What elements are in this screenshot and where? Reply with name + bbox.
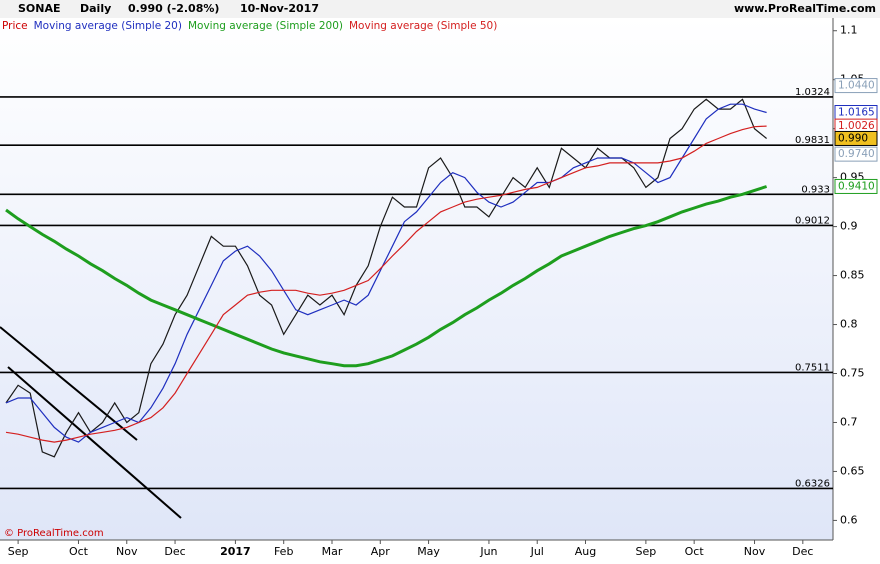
y-tick-label: 0.6	[840, 513, 858, 526]
level-label: 0.933	[801, 184, 830, 195]
level-label: 0.7511	[795, 362, 830, 373]
legend-entry: Moving average (Simple 200)	[188, 20, 343, 32]
legend-entry: Moving average (Simple 50)	[349, 20, 497, 32]
price-tag	[834, 130, 878, 146]
legend-entry: Moving average (Simple 20)	[34, 20, 182, 32]
source: www.ProRealTime.com	[734, 2, 876, 15]
price-tag-label: 1.0165	[838, 107, 875, 119]
legend-entry: Price	[2, 20, 28, 32]
x-tick-label: Oct	[69, 545, 89, 558]
x-tick-label: May	[417, 545, 440, 558]
price-tag	[834, 78, 878, 94]
plot-area	[0, 18, 833, 540]
level-label: 1.0324	[795, 87, 830, 98]
level-label: 0.9831	[795, 135, 830, 146]
x-tick-label: Jul	[530, 545, 544, 558]
level-label: 0.9012	[795, 215, 830, 226]
x-tick-label: Mar	[322, 545, 343, 558]
period: Daily	[80, 2, 111, 15]
x-tick-label: Dec	[792, 545, 813, 558]
price-tag-label: 0.990	[838, 132, 868, 144]
price-tag-label: 0.9740	[838, 148, 875, 160]
x-tick-label: Oct	[685, 545, 705, 558]
x-tick-label: Feb	[274, 545, 293, 558]
x-tick-label: Jun	[479, 545, 497, 558]
price-tag-label: 1.0026	[838, 120, 875, 132]
y-tick-label: 0.75	[840, 367, 865, 380]
footer: © ProRealTime.com	[4, 528, 104, 539]
series-line	[5, 125, 767, 443]
header-bar	[0, 0, 880, 18]
series-line	[5, 103, 767, 443]
y-tick-label: 1.1	[840, 24, 858, 37]
last-price: 0.990 (-2.08%)	[128, 2, 219, 15]
series-line	[5, 185, 768, 368]
level-label: 0.6326	[795, 478, 830, 489]
y-tick-label: 0.8	[840, 318, 858, 331]
trend-line	[0, 326, 138, 441]
date: 10-Nov-2017	[240, 2, 319, 15]
trend-lines	[0, 326, 182, 519]
y-tick-label: 0.7	[840, 415, 858, 428]
x-tick-label: Nov	[744, 545, 766, 558]
price-tag-label: 1.0440	[838, 80, 875, 92]
x-tick-label: Nov	[116, 545, 138, 558]
price-tag-label: 0.9410	[838, 180, 875, 192]
x-tick-label: 2017	[220, 545, 251, 558]
x-tick-label: Dec	[164, 545, 185, 558]
x-tick-label: Aug	[575, 545, 596, 558]
y-tick-label: 0.65	[840, 464, 865, 477]
x-tick-label: Sep	[8, 545, 29, 558]
series-line	[5, 98, 767, 458]
y-tick-label: 0.9	[840, 220, 858, 233]
price-tag	[834, 146, 878, 162]
x-tick-label: Apr	[371, 545, 391, 558]
y-tick-label: 0.85	[840, 269, 865, 282]
chart-title: SONAE	[18, 2, 61, 15]
x-tick-label: Sep	[636, 545, 657, 558]
trend-line	[7, 366, 182, 519]
price-tag	[834, 178, 878, 194]
